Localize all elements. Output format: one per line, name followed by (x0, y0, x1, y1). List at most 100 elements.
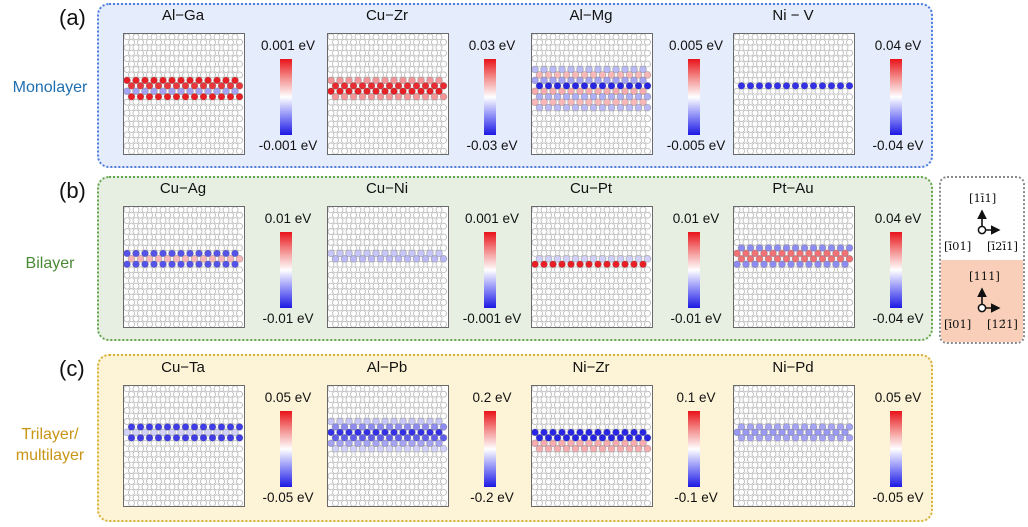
atom (399, 271, 407, 279)
atom (774, 233, 781, 241)
atom (751, 418, 759, 425)
atom (137, 309, 144, 317)
atom (186, 418, 194, 425)
atom (832, 109, 840, 117)
atom (532, 239, 539, 246)
atom (159, 34, 167, 41)
atom (630, 483, 638, 491)
atom (581, 136, 588, 144)
atom (168, 239, 176, 246)
atom (236, 288, 243, 295)
atom (150, 44, 158, 52)
atom (792, 478, 799, 485)
atom (218, 38, 225, 46)
atom (603, 76, 611, 85)
atom (186, 315, 194, 323)
atom (137, 115, 144, 122)
atom (132, 55, 140, 62)
atom (567, 439, 575, 448)
atom (635, 390, 642, 398)
atom (186, 494, 194, 502)
atom (345, 239, 353, 246)
atom (426, 461, 434, 469)
atom (390, 142, 398, 150)
atom (431, 299, 438, 306)
atom (805, 282, 813, 290)
atom (742, 450, 750, 458)
atom (769, 131, 777, 139)
atom (589, 82, 598, 90)
atom (841, 293, 849, 301)
atom (760, 76, 768, 84)
atom (127, 92, 136, 101)
atom (354, 494, 362, 502)
atom (742, 207, 750, 214)
atom (778, 34, 786, 41)
atom (742, 472, 750, 480)
atom (621, 450, 629, 458)
system-title: Cu−Ta (161, 359, 205, 376)
atom (742, 55, 750, 62)
atom (644, 499, 651, 506)
atom (635, 244, 642, 252)
atom (177, 120, 185, 128)
atom (764, 244, 773, 252)
atom (783, 445, 790, 453)
atom (644, 244, 651, 252)
atom (841, 439, 849, 447)
atom (549, 293, 557, 301)
atom (644, 211, 651, 219)
atom (173, 299, 180, 306)
atom (218, 49, 225, 57)
system-cell: Pt−Au 0.04 eV -0.04 eV (708, 180, 924, 330)
atom (341, 288, 348, 295)
atom (742, 142, 750, 150)
atom (218, 309, 225, 317)
atom (173, 71, 180, 79)
atom (146, 499, 153, 506)
atom (390, 260, 398, 268)
atom (146, 288, 153, 295)
atom (832, 396, 840, 404)
atom (124, 131, 131, 139)
atom (576, 120, 584, 128)
atom (431, 499, 438, 506)
atom (132, 472, 140, 480)
atom (218, 299, 225, 306)
atom (612, 315, 620, 323)
atom (235, 82, 244, 90)
atom (372, 239, 380, 246)
atom (742, 260, 750, 269)
atom (136, 255, 145, 263)
atom (124, 494, 131, 502)
atom (440, 60, 447, 68)
atom (814, 239, 822, 246)
atom (764, 434, 773, 442)
atom (227, 309, 234, 317)
atom (435, 228, 443, 235)
atom (796, 131, 804, 139)
atom (576, 271, 584, 279)
atom (562, 444, 571, 453)
atom (426, 239, 434, 246)
atom (567, 228, 575, 235)
atom (204, 483, 212, 491)
atom (626, 488, 633, 496)
atom (328, 207, 335, 214)
atom (124, 407, 131, 414)
atom (191, 136, 198, 144)
atom (536, 211, 543, 219)
atom (137, 390, 144, 398)
atom (810, 467, 817, 474)
atom (644, 390, 651, 398)
atom (818, 434, 827, 442)
atom (760, 44, 768, 52)
atom (132, 450, 140, 458)
atom (155, 233, 162, 241)
atom (236, 222, 243, 230)
atom (819, 499, 826, 506)
atom (644, 115, 651, 122)
atom (408, 271, 416, 279)
atom (164, 320, 171, 327)
atom (181, 434, 190, 442)
